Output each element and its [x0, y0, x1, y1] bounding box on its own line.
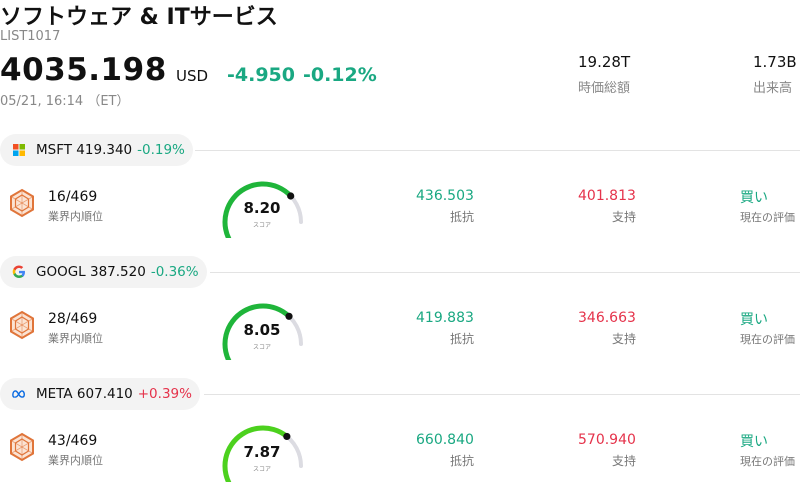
page-title: ソフトウェア & ITサービス	[0, 5, 278, 30]
rating-value: 買い	[740, 190, 768, 206]
row-divider	[195, 150, 800, 151]
industry-rank: 16/469	[48, 189, 98, 205]
score-gauge	[222, 181, 303, 238]
industry-rank: 28/469	[48, 311, 98, 327]
score-value: 8.05	[243, 321, 281, 339]
rating-label: 現在の評価	[740, 455, 795, 468]
score-value: 8.20	[243, 199, 281, 217]
stock-change-pct: -0.36%	[150, 264, 199, 280]
rating-label: 現在の評価	[740, 333, 795, 346]
stock-chip[interactable]: GOOGL 387.520 -0.36%	[0, 256, 207, 288]
resistance-value: 436.503	[416, 188, 474, 204]
support-value: 346.663	[578, 310, 636, 326]
meta-logo-icon	[12, 387, 26, 401]
resistance-value: 660.840	[416, 432, 474, 448]
gauge-fill	[222, 425, 290, 482]
change-percent: -0.12%	[302, 64, 377, 86]
resistance-value: 419.883	[416, 310, 474, 326]
score-label: スコア	[252, 344, 271, 351]
industry-rank-label: 業界内順位	[48, 454, 103, 467]
gauge-fill	[222, 303, 292, 360]
volume-label: 出来高	[753, 81, 793, 96]
market-cap-label: 時価総額	[578, 81, 631, 96]
price-change: -4.950 -0.12%	[227, 64, 377, 86]
rating-value: 買い	[740, 312, 768, 328]
stock-ticker: META	[36, 386, 73, 402]
industry-rank-label: 業界内順位	[48, 210, 103, 223]
industry-rank-label: 業界内順位	[48, 332, 103, 345]
support-value: 401.813	[578, 188, 636, 204]
gauge-fill	[222, 181, 294, 238]
currency-label: USD	[176, 67, 209, 85]
resistance-label: 抵抗	[450, 332, 475, 346]
timestamp: 05/21, 16:14 （ET）	[0, 94, 130, 109]
rating-label: 現在の評価	[740, 211, 795, 224]
index-price: 4035.198	[0, 52, 167, 88]
support-label: 支持	[612, 454, 637, 468]
industry-rank: 43/469	[48, 433, 98, 449]
stock-row[interactable]: MSFT 419.340 -0.19% 16/469 業界内順位 8.20 スコア 436.…	[0, 134, 800, 256]
rank-badge-icon	[10, 432, 34, 462]
gauge-marker	[287, 192, 295, 200]
stock-ticker: MSFT	[36, 142, 72, 158]
row-divider	[210, 272, 800, 273]
gauge-marker	[283, 432, 291, 441]
stock-price: 419.340	[76, 142, 133, 158]
change-value: -4.950	[227, 64, 295, 86]
volume-value: 1.73B	[753, 53, 797, 71]
score-label: スコア	[252, 466, 271, 473]
score-gauge	[222, 303, 303, 360]
google-logo-icon	[12, 265, 26, 279]
gauge-marker	[285, 312, 293, 320]
microsoft-logo-icon	[12, 143, 26, 157]
stock-price: 387.520	[90, 264, 146, 280]
score-value: 7.87	[243, 443, 281, 461]
stock-ticker: GOOGL	[36, 264, 86, 280]
score-gauge	[222, 425, 303, 482]
rating-value: 買い	[740, 434, 768, 450]
rank-badge-icon	[10, 188, 34, 218]
support-value: 570.940	[578, 432, 636, 448]
stock-row[interactable]: GOOGL 387.520 -0.36% 28/469 業界内順位 8.05 スコア 419…	[0, 256, 800, 378]
stock-change-pct: +0.39%	[137, 386, 192, 402]
resistance-label: 抵抗	[450, 210, 475, 224]
support-label: 支持	[612, 210, 637, 224]
rank-badge-icon	[10, 310, 34, 340]
support-label: 支持	[612, 332, 637, 346]
stock-chip[interactable]: MSFT 419.340 -0.19%	[0, 134, 193, 166]
row-divider	[204, 394, 800, 395]
stock-chip[interactable]: META 607.410 +0.39%	[0, 378, 200, 410]
market-cap-value: 19.28T	[578, 53, 631, 71]
stock-change-pct: -0.19%	[137, 142, 185, 158]
resistance-label: 抵抗	[450, 454, 475, 468]
stock-row[interactable]: META 607.410 +0.39% 43/469 業界内順位 7.87 スコア 660.…	[0, 378, 800, 488]
index-code: LIST1017	[0, 29, 61, 44]
score-label: スコア	[252, 222, 271, 229]
stock-price: 607.410	[76, 386, 133, 402]
